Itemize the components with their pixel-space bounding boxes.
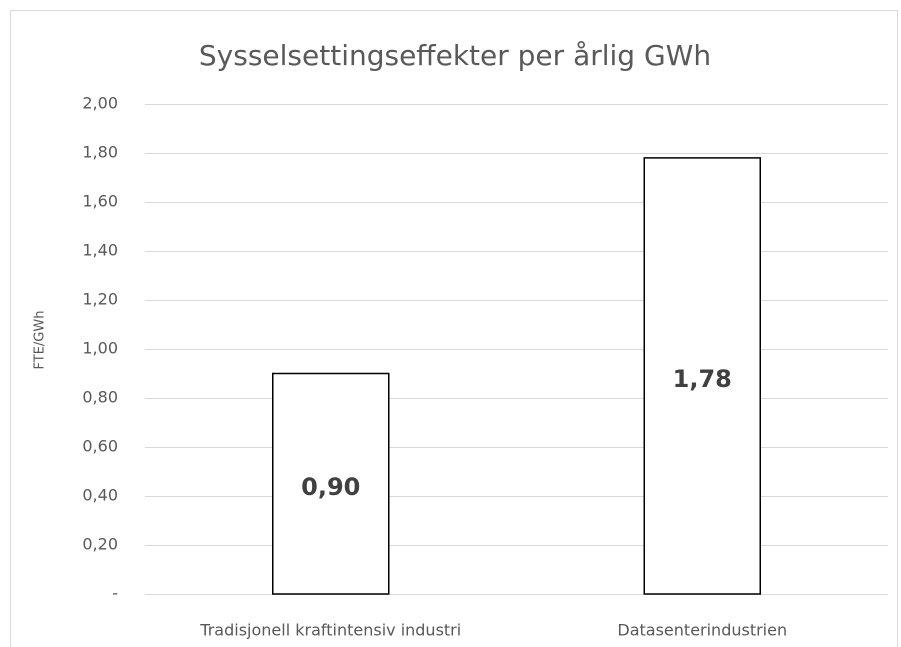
y-tick-label: 1,60 xyxy=(82,192,118,211)
y-tick-label: 1,80 xyxy=(82,143,118,162)
y-axis-label: FTE/GWh xyxy=(33,311,48,370)
chart-frame xyxy=(10,10,898,647)
y-tick-label: 0,20 xyxy=(82,535,118,554)
y-tick-label: 0,40 xyxy=(82,486,118,505)
value-label: 0,90 xyxy=(301,473,360,501)
y-tick-label: 0,80 xyxy=(82,388,118,407)
y-tick-label: 1,00 xyxy=(82,339,118,358)
x-tick-label: Datasenterindustrien xyxy=(617,621,787,640)
y-tick-label: - xyxy=(112,584,118,603)
y-tick-label: 1,40 xyxy=(82,241,118,260)
value-label: 1,78 xyxy=(673,365,732,393)
bar xyxy=(643,157,761,595)
bar xyxy=(272,372,390,595)
y-tick-label: 0,60 xyxy=(82,437,118,456)
y-tick-label: 1,20 xyxy=(82,290,118,309)
y-tick-label: 2,00 xyxy=(82,94,118,113)
x-tick-label: Tradisjonell kraftintensiv industri xyxy=(199,621,461,640)
chart-title: Sysselsettingseffekter per årlig GWh xyxy=(199,39,711,72)
